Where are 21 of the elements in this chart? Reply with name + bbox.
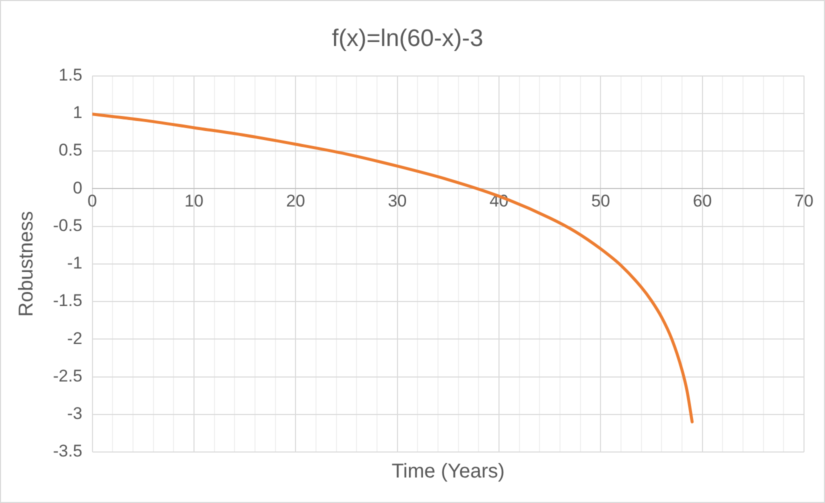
x-tick-label: 30 [388,192,407,211]
x-tick-label: 20 [286,192,306,211]
y-tick-label: -1 [67,254,82,273]
y-tick-label: -2.5 [52,366,82,386]
y-tick-label: -3 [67,404,82,424]
y-tick-label: 1.5 [58,65,82,84]
y-tick-label: 1 [72,103,82,122]
y-tick-label: -3.5 [52,442,82,461]
x-tick-label: 70 [794,192,814,211]
y-tick-label: 0 [72,178,82,198]
x-tick-label: 50 [591,192,610,211]
x-tick-label: 0 [88,192,98,211]
y-tick-label: 0.5 [58,140,82,160]
y-tick-label: -2 [67,328,82,348]
chart-title: f(x)=ln(60-x)-3 [332,25,484,52]
y-axis-title: Robustness [16,211,38,317]
y-tick-label: -1.5 [52,291,82,310]
x-axis-title: Time (Years) [392,460,505,483]
x-tick-label: 60 [692,192,712,211]
y-tick-label: -0.5 [52,216,82,235]
x-tick-label: 10 [184,192,204,211]
